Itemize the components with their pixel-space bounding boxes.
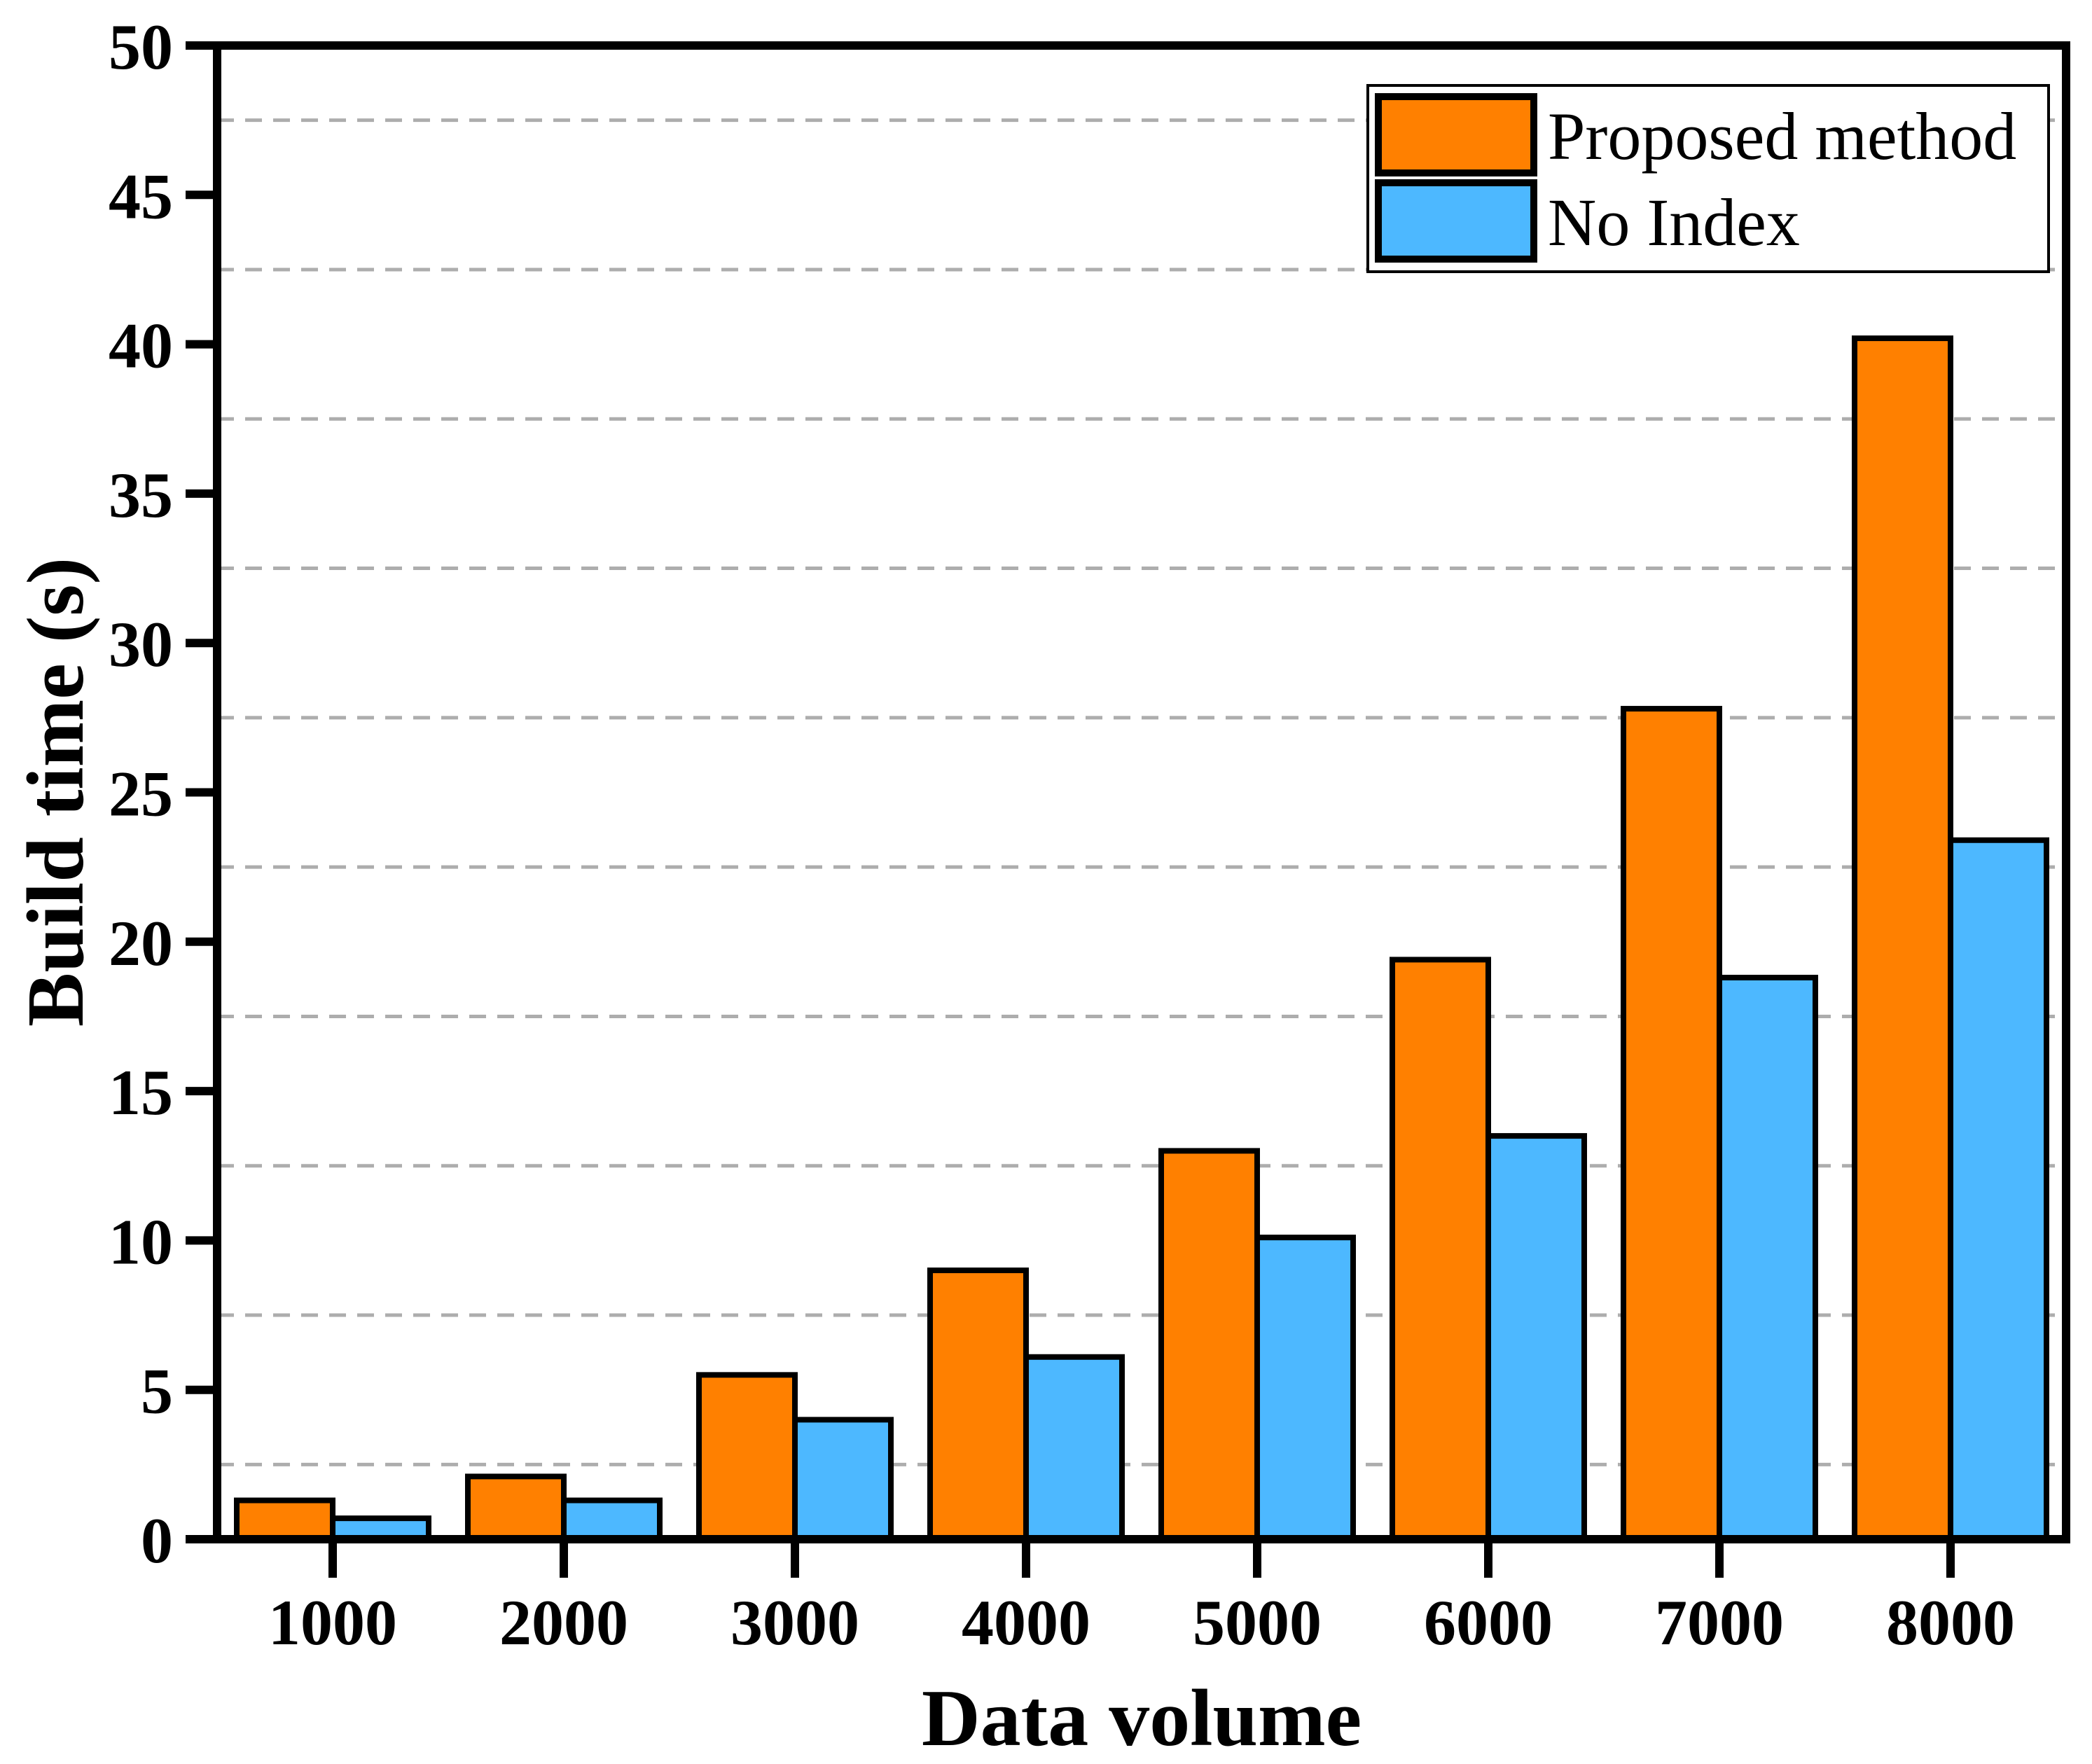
bar-no-index-5000 <box>1254 1235 1356 1543</box>
x-tick-label-4000: 4000 <box>962 1587 1090 1658</box>
bar-proposed-method-3000 <box>696 1372 798 1542</box>
axes-layer <box>186 41 2070 1578</box>
y-tick-label-35: 35 <box>109 459 173 531</box>
y-tick-label-15: 15 <box>109 1057 173 1128</box>
bar-proposed-method-4000 <box>927 1268 1029 1543</box>
x-tick-label-2000: 2000 <box>499 1587 628 1658</box>
bar-no-index-2000 <box>561 1497 663 1542</box>
x-tick-label-7000: 7000 <box>1655 1587 1784 1658</box>
bar-no-index-8000 <box>1948 837 2049 1542</box>
bar-no-index-3000 <box>792 1417 894 1542</box>
y-tick-label-20: 20 <box>109 908 173 979</box>
bar-proposed-method-5000 <box>1158 1148 1260 1543</box>
y-tick-label-5: 5 <box>141 1356 173 1427</box>
bar-proposed-method-1000 <box>234 1497 335 1542</box>
y-tick-label-40: 40 <box>109 310 173 382</box>
bar-no-index-7000 <box>1717 974 1818 1542</box>
x-axis-title: Data volume <box>922 1674 1362 1763</box>
bar-proposed-method-2000 <box>465 1473 567 1543</box>
bars-layer <box>234 335 2049 1543</box>
x-tick-label-1000: 1000 <box>268 1587 397 1658</box>
bar-proposed-method-6000 <box>1390 957 1491 1542</box>
bar-proposed-method-8000 <box>1852 335 1953 1542</box>
y-tick-label-50: 50 <box>109 11 173 83</box>
bar-no-index-4000 <box>1023 1354 1125 1543</box>
x-tick-label-8000: 8000 <box>1886 1587 2015 1658</box>
tick-labels-layer: 0 5 10 15 20 25 30 35 40 45 50 1000 2000 3000 4000 5000… <box>109 11 2015 1658</box>
legend-item-label: No Index <box>1548 185 1800 260</box>
x-tick-label-6000: 6000 <box>1424 1587 1553 1658</box>
y-tick-label-0: 0 <box>141 1505 173 1576</box>
y-tick-label-30: 30 <box>109 609 173 680</box>
bar-proposed-method-7000 <box>1621 706 1722 1542</box>
y-axis-title: Build time (s) <box>11 557 101 1027</box>
x-tick-label-5000: 5000 <box>1193 1587 1322 1658</box>
y-tick-label-25: 25 <box>109 758 173 830</box>
legend-swatch-no-index <box>1375 179 1537 263</box>
x-tick-label-3000: 3000 <box>730 1587 859 1658</box>
legend-swatch-proposed-method <box>1375 93 1537 176</box>
bar-no-index-6000 <box>1485 1133 1587 1542</box>
legend: Proposed method No Index <box>1366 84 2050 273</box>
legend-item-label: Proposed method <box>1548 99 2016 174</box>
y-tick-label-45: 45 <box>109 160 173 232</box>
y-tick-label-10: 10 <box>109 1206 173 1277</box>
